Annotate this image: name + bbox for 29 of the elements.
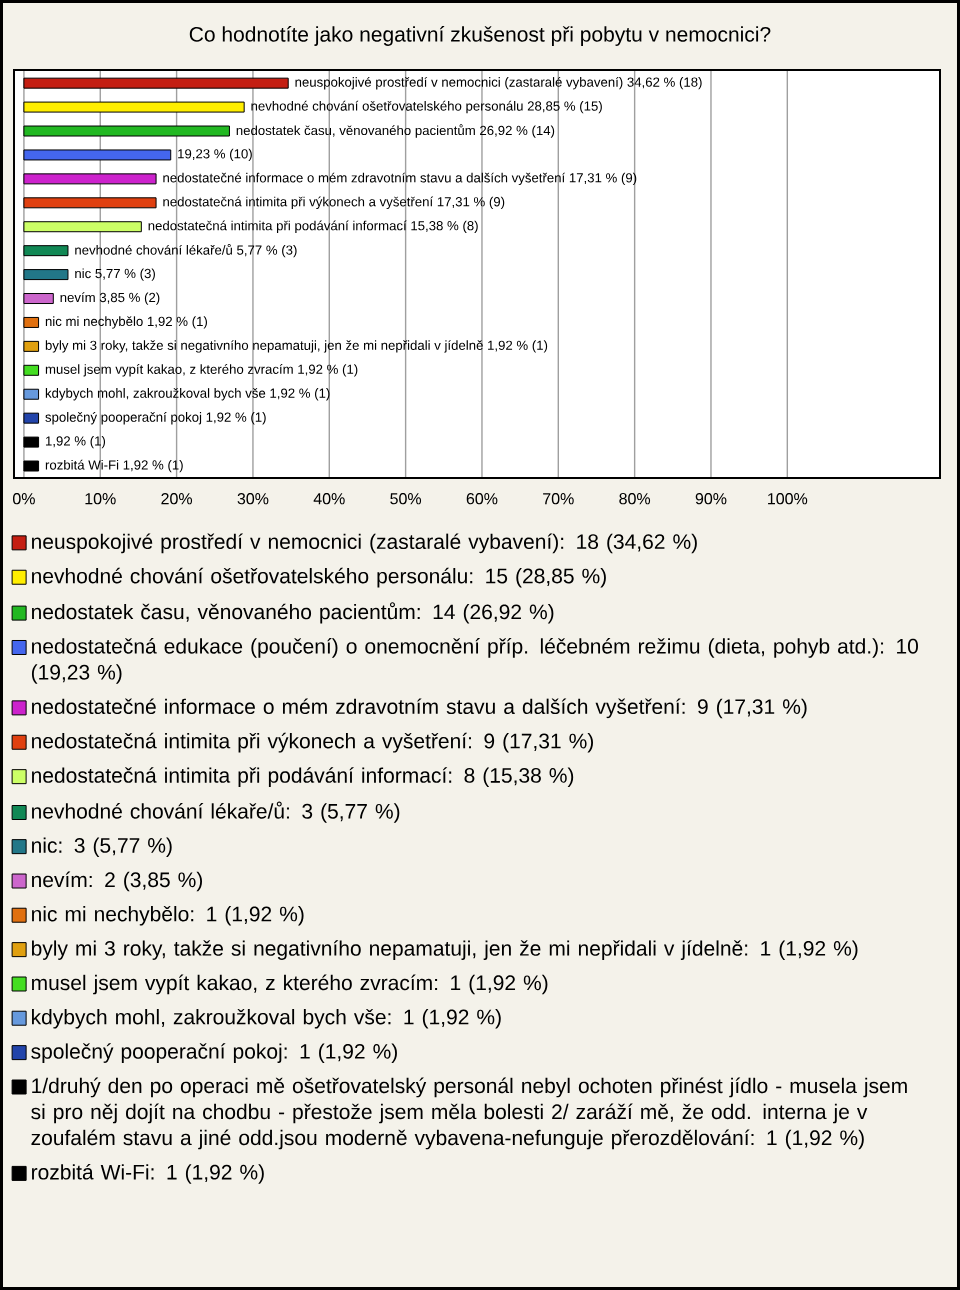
x-tick-label: 10% [85, 493, 116, 505]
legend-label: rozbitá Wi-Fi: 1 (1,92 %) [32, 1163, 264, 1184]
legend-label: nedostatek času, věnovaného pacientům: 14 (26,92 %) [32, 602, 554, 624]
x-tick-label: 60% [466, 493, 498, 505]
chart-title: Co hodnotíte jako negativní zkušenost při pobytu v nemocnici? [189, 26, 771, 46]
x-tick-label: 20% [161, 493, 193, 505]
legend-label: společný pooperační pokoj: 1 (1,92 %) [31, 1043, 397, 1063]
x-tick-label: 0% [12, 493, 35, 505]
legend-label: 1/druhý den po operaci mě ošetřovatelský personál nebyl ochoten přinést jídlo - musela jsem si pro něj dojít na chodbu - přestože jsem měla bolesti 2/ zaráží mě, že odd. interna je v zoufalém stavu a jiné odd.jsou moderně vybavena-nefunguje přerozdělování: 1 (1,92 %) [31, 1077, 907, 1150]
legend-label: nic mi nechybělo: 1 (1,92 %) [32, 905, 304, 926]
x-tick-label: 100% [768, 493, 808, 505]
x-tick-label: 90% [695, 493, 727, 505]
legend-label: byly mi 3 roky, takže si negativního nepamatuji, jen že mi nepřidali v jídelně: 1 (1,92 %) [31, 940, 858, 960]
x-tick-label: 50% [390, 493, 422, 505]
legend-label: kdybych mohl, zakroužkoval bych vše: 1 (1,92 %) [32, 1008, 501, 1029]
legend-label: nevím: 2 (3,85 %) [32, 871, 203, 892]
legend-label: nedostatečná intimita při podávání informací: 8 (15,38 %) [32, 767, 574, 787]
x-tick-label: 40% [313, 493, 345, 505]
legend-label: neuspokojivé prostředí v nemocnici (zastaralé vybavení): 18 (34,62 %) [32, 533, 697, 554]
legend-label: nedostatečná edukace (poučení) o onemocnění příp. léčebném režimu (dieta, pohyb atd.): 10 (19,23 %) [31, 638, 918, 684]
legend-label: nic: 3 (5,77 %) [32, 837, 172, 857]
legend-label: nedostatečná intimita při výkonech a vyšetření: 9 (17,31 %) [32, 732, 593, 753]
legend-label: nevhodné chování ošetřovatelského personálu: 15 (28,85 %) [32, 567, 606, 588]
x-tick-label: 70% [543, 493, 574, 505]
x-tick-label: 30% [237, 493, 269, 505]
legend-label: musel jsem vypít kakao, z kterého zvracím: 1 (1,92 %) [32, 974, 548, 995]
legend-label: nedostatečné informace o mém zdravotním stavu a dalších vyšetření: 9 (17,31 %) [32, 698, 807, 719]
x-tick-label: 80% [619, 493, 651, 505]
legend-label: nevhodné chování lékaře/ů: 3 (5,77 %) [32, 801, 400, 823]
